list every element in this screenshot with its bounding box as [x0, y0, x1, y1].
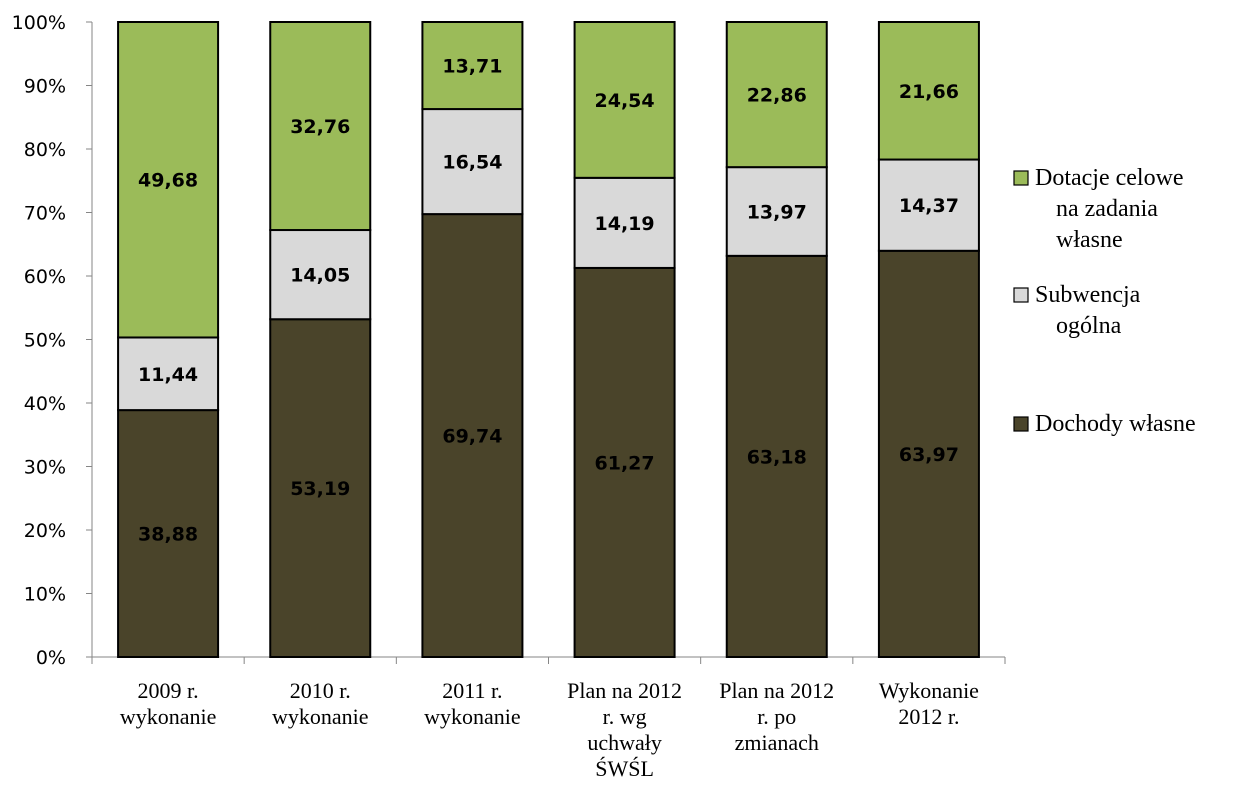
x-category-label-line: ŚWŚL	[595, 756, 654, 781]
bar-segment	[117, 21, 220, 339]
y-tick-label: 30%	[24, 457, 66, 479]
x-category-label-line: Wykonanie	[879, 678, 979, 703]
x-category-label-line: r. po	[757, 704, 796, 729]
x-category-label: Wykonanie 2012 r.	[879, 678, 979, 729]
x-category-label-line: wykonanie	[272, 704, 369, 729]
legend-label: Subwencja ogólna	[1035, 282, 1141, 339]
x-category-label-line: 2011 r.	[442, 678, 502, 703]
data-label: 21,66	[899, 81, 959, 103]
data-label: 14,37	[899, 195, 959, 217]
legend-label: Dochody własne	[1035, 411, 1196, 437]
y-tick-label: 90%	[24, 76, 66, 98]
bar-segment	[269, 21, 372, 232]
data-label: 11,44	[138, 364, 198, 386]
legend-swatch	[1013, 170, 1029, 186]
bar-segment	[117, 409, 220, 658]
bar-segment	[573, 21, 676, 179]
legend-swatch	[1013, 287, 1029, 303]
data-label: 13,97	[747, 201, 807, 223]
x-category-label-line: uchwały	[587, 730, 662, 755]
data-label: 63,18	[747, 446, 807, 468]
legend: Dotacje celowe na zadania własne Subwencja o…	[1013, 165, 1196, 437]
bar-segment	[877, 158, 980, 252]
bar-segment	[269, 318, 372, 658]
x-category-label: 2010 r. wykonanie	[272, 678, 369, 729]
data-label: 53,19	[290, 478, 350, 500]
x-category-label-line: wykonanie	[120, 704, 217, 729]
x-category-label-line: wykonanie	[424, 704, 521, 729]
legend-swatch	[1013, 416, 1029, 432]
x-category-label: 2009 r. wykonanie	[120, 678, 217, 729]
y-tick-label: 0%	[36, 647, 66, 669]
y-tick-label: 20%	[24, 520, 66, 542]
bar-segment	[269, 229, 372, 321]
x-category-label: 2011 r. wykonanie	[424, 678, 521, 729]
x-category-label: Plan na 2012 r. po zmianach	[719, 678, 834, 755]
y-tick-label: 60%	[24, 266, 66, 288]
data-labels-group: 38,88 11,44 49,68 53,19 14,05 32,76 69,74 16,54…	[138, 56, 959, 546]
data-label: 24,54	[595, 90, 655, 112]
bar-segment	[725, 21, 828, 169]
bar-segment	[725, 254, 828, 659]
legend-label-line: Subwencja	[1035, 282, 1141, 308]
x-category-label-line: Plan na 2012	[719, 678, 834, 703]
legend-label-line: Dochody własne	[1035, 411, 1196, 437]
y-tick-label: 40%	[24, 393, 66, 415]
x-category-label-line: 2009 r.	[138, 678, 199, 703]
legend-label-line: własne	[1056, 227, 1123, 253]
bar-segment	[421, 21, 524, 111]
legend-label-line: na zadania	[1056, 196, 1158, 222]
x-category-label-line: 2012 r.	[898, 704, 959, 729]
data-label: 13,71	[442, 56, 502, 78]
data-label: 22,86	[747, 85, 807, 107]
legend-label-line: ogólna	[1056, 313, 1122, 339]
y-tick-label: 80%	[24, 139, 66, 161]
x-category-label-line: Plan na 2012	[567, 678, 682, 703]
bar-segment	[421, 213, 524, 658]
bar-segment	[573, 266, 676, 658]
bars-group	[117, 21, 980, 659]
data-label: 14,19	[595, 213, 655, 235]
data-label: 16,54	[442, 152, 502, 174]
bar-segment	[117, 336, 220, 412]
data-label: 32,76	[290, 116, 350, 138]
bar-segment	[421, 108, 524, 216]
x-category-label-line: zmianach	[735, 730, 819, 755]
x-category-label-line: r. wg	[603, 704, 647, 729]
bar-segment	[725, 166, 828, 257]
bar-segment	[573, 176, 676, 269]
y-tick-label: 50%	[24, 330, 66, 352]
y-tick-label: 70%	[24, 203, 66, 225]
data-label: 14,05	[290, 265, 350, 287]
y-tick-label: 10%	[24, 584, 66, 606]
y-axis: 0% 10% 20% 30% 40% 50% 60% 70% 80% 90% 100%	[12, 12, 93, 669]
data-label: 61,27	[595, 452, 655, 474]
bar-segment	[877, 249, 980, 658]
x-category-label: Plan na 2012 r. wg uchwały ŚWŚL	[567, 678, 682, 781]
y-tick-label: 100%	[12, 12, 66, 34]
data-label: 63,97	[899, 444, 959, 466]
data-label: 69,74	[442, 426, 502, 448]
x-category-label-line: 2010 r.	[290, 678, 351, 703]
data-label: 38,88	[138, 524, 198, 546]
data-label: 49,68	[138, 170, 198, 192]
legend-label-line: Dotacje celowe	[1035, 165, 1184, 191]
bar-segment	[877, 21, 980, 161]
legend-label: Dotacje celowe na zadania własne	[1035, 165, 1184, 253]
